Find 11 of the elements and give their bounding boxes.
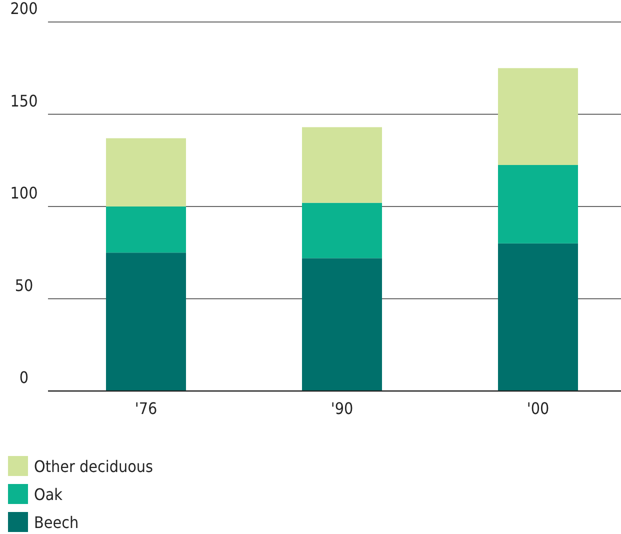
- legend-label: Other deciduous: [34, 457, 154, 476]
- y-tick-label: 150: [10, 91, 38, 110]
- x-tick-label: '76: [134, 399, 158, 418]
- y-tick-label: 0: [19, 368, 29, 387]
- x-tick-label: '00: [526, 399, 550, 418]
- y-tick-label: 50: [14, 276, 34, 295]
- x-tick-label: '90: [330, 399, 354, 418]
- y-tick-label: 100: [10, 184, 38, 202]
- legend-label: Beech: [34, 513, 79, 532]
- legend-label: Oak: [34, 485, 64, 504]
- y-tick-label: 200: [10, 0, 38, 18]
